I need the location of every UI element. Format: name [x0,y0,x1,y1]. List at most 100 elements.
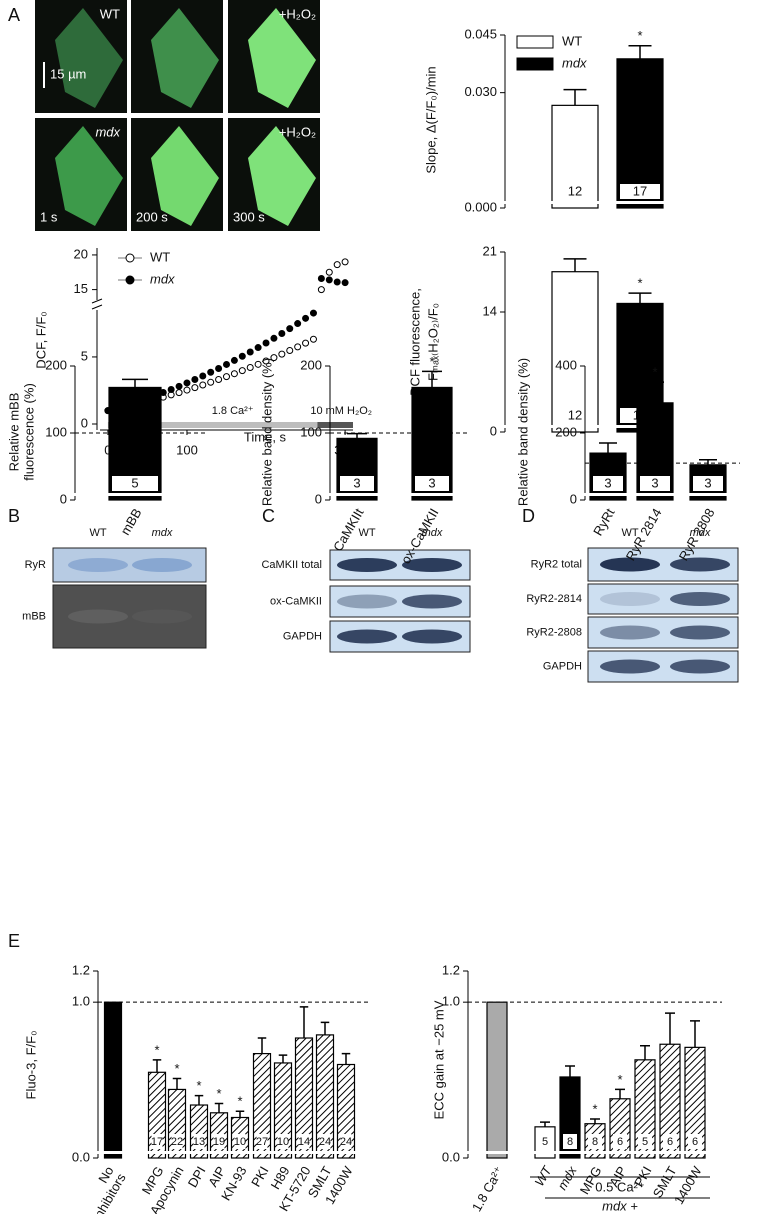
blot-band [670,592,730,606]
y-tick-label: 1.2 [72,962,90,977]
y-tick-label: 0.0 [72,1149,90,1164]
blot-column-label: WT [89,527,106,539]
y-axis-label: Fₘₐₓ₍H₂O₂₎/F₀ [425,303,440,381]
y-axis-label: Relative band density (%) [515,358,530,506]
blot-band [600,592,660,606]
y-axis-label: Relative band density (%) [259,358,274,506]
y-tick-label: 0.045 [464,26,497,41]
legend-label: WT [150,249,170,264]
n-box [277,1134,289,1149]
error-bar [690,1020,700,1048]
error-bar [665,1012,675,1045]
n-label: 12 [568,183,582,198]
error-bar [563,258,587,272]
data-point [230,370,238,378]
scale-bar-label: 15 µm [50,66,86,81]
data-point [325,276,333,284]
y-axis-label: Fluo-3, F/F₀ [23,1031,38,1100]
error-bar [299,1006,309,1039]
micrograph-label: 300 s [233,209,265,224]
blot-band [337,629,397,644]
x-tick-label: 0 [104,442,111,457]
blot-band [600,625,660,640]
data-point [302,314,310,322]
error-bar [122,378,148,388]
data-point [333,261,341,269]
error-bar [347,432,367,439]
axis-break [579,493,740,496]
data-point [215,364,223,372]
blot-column-label: mdx [422,527,443,539]
micrograph-label: +H₂O₂ [279,124,316,139]
y-tick-label: 0.0 [442,1149,460,1164]
n-box [193,1134,205,1149]
error-bar [640,1045,650,1060]
blot-row-label: GAPDH [283,630,322,642]
data-point [199,381,207,389]
x-tick-label: 1.8 Ca²⁺ [469,1164,507,1214]
n-label: 10 [234,1136,246,1148]
significance-star: * [617,1072,622,1087]
y-tick-label: 0 [60,491,67,506]
data-point [230,356,238,364]
blot-band [600,659,660,674]
micrograph-label: mdx [95,124,120,139]
significance-star: * [592,1101,597,1116]
n-box [593,476,623,491]
data-point [286,325,294,333]
data-point [341,258,349,266]
n-label: 8 [592,1136,598,1148]
significance-star: * [174,1061,179,1076]
blot-band [402,558,462,572]
micrograph-label: +H₂O₂ [279,6,316,21]
data-point [246,348,254,356]
y-tick-label: 0 [490,423,497,438]
error-bar [646,381,664,403]
significance-star: * [216,1086,221,1101]
data-point [207,368,215,376]
y-tick-label: 200 [45,357,67,372]
n-label: 17 [151,1136,163,1148]
n-label: 17 [633,183,647,198]
data-point [270,334,278,342]
error-bar [341,1052,351,1065]
error-bar [194,1094,204,1106]
x-axis-label: Time, s [244,429,287,444]
data-point [278,329,286,337]
blot-band [337,594,397,609]
data-point [246,364,254,372]
data-point [254,360,262,368]
y-axis-label: Slope, Δ(F/F₀)/min [423,66,438,173]
data-point [254,344,262,352]
blot-column-label: mdx [152,527,173,539]
cell-image [55,8,123,108]
significance-star: * [196,1078,201,1093]
error-bar [615,1088,625,1099]
x-tick-label: mdx [554,1163,580,1192]
error-bar [214,1102,224,1113]
panel-label: B [8,506,20,526]
legend-swatch [516,35,554,49]
n-box [640,476,670,491]
significance-star: * [154,1042,159,1057]
period-bar [317,422,353,428]
y-tick-label: 0 [81,415,88,430]
n-box [638,1134,652,1149]
legend-marker [125,275,135,285]
data-point [317,275,325,283]
y-tick-label: 0 [570,491,577,506]
micrograph-label: 200 s [136,209,168,224]
data-point [341,279,349,287]
n-label: 19 [213,1136,225,1148]
data-point [199,372,207,380]
y-tick-label: 14 [483,303,497,318]
n-label: 5 [542,1136,548,1148]
bar [609,1098,631,1159]
n-box [588,1134,602,1149]
significance-star: * [637,28,642,43]
n-box [538,1134,552,1149]
data-point [309,335,317,343]
n-label: 3 [704,475,711,490]
blot-row-label: RyR [25,559,46,571]
